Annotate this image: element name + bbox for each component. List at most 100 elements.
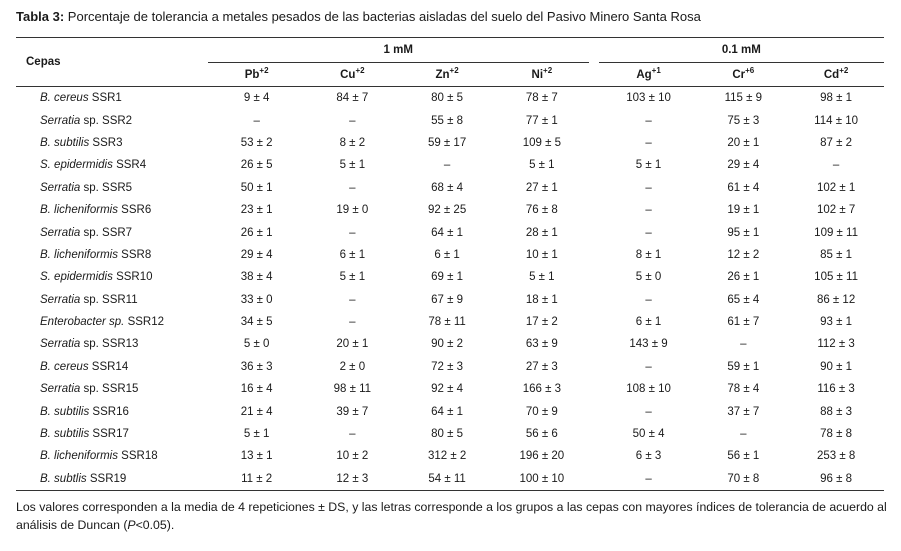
value-cell-cr: 70 ± 8 [698,467,789,492]
value-cell-zn: 90 ± 2 [431,338,464,351]
value-cell-cd: 114 ± 10 [814,114,858,127]
group-gap [589,378,599,400]
strain-genus: Serratia [40,293,81,306]
strain-genus: B. subtlis [40,472,87,485]
value-cell-cu: 2 ± 0 [339,360,366,373]
value-cell-zn: 54 ± 11 [399,467,495,492]
strain-genus: B. licheniformis [40,450,118,463]
strain-genus: B. subtilis [40,136,90,149]
strain-code: sp. SSR11 [83,293,138,306]
metal-symbol: Ni [531,68,544,81]
strain-genus: B. licheniformis [40,248,118,261]
metal-symbol: Cu [340,68,356,81]
strain-genus: Serratia [40,383,81,396]
metal-charge: +2 [839,65,849,75]
value-cell-ag: 103 ± 10 [626,92,671,105]
value-cell-ag: – [645,204,652,217]
strain-code: sp. SSR7 [83,226,133,239]
value-cell-ni: 10 ± 1 [525,248,558,261]
strain-name-cell: B. subtilis SSR17 [16,423,208,445]
strain-genus: S. epidermidis [40,271,113,284]
value-cell-ag: – [645,181,652,194]
table-row: S. epidermidis SSR4 26 ± 5 5 ± 1 – 5 ± 1 5 ± … [16,154,884,176]
value-cell-ni: 5 ± 1 [529,159,555,172]
strain-name-cell: S. epidermidis SSR4 [16,154,208,176]
value-cell-cr: 115 ± 9 [724,92,763,105]
strain-genus: B. subtilis [40,405,90,418]
value-cell-cr: – [740,338,747,351]
strain-code: sp. SSR5 [83,181,133,194]
table-row: B. licheniformis SSR18 13 ± 1 10 ± 2 312 ± … [16,445,884,467]
value-cell-zn: 80 ± 5 [431,92,464,105]
value-cell-ni: 100 ± 10 [494,467,589,492]
strain-code: SSR3 [92,136,123,149]
strain-genus: Serratia [40,338,81,351]
metal-header-ni: Ni+2 [494,62,589,87]
table-footnote: Los valores corresponden a la media de 4… [16,498,896,534]
value-cell-zn: 6 ± 1 [434,248,460,261]
metal-symbol: Cr [732,68,746,81]
metal-charge: +2 [259,65,269,75]
value-cell-cr: 61 ± 4 [727,181,760,194]
strain-code: sp. SSR15 [83,383,139,396]
value-cell-cu: 84 ± 7 [336,92,369,105]
value-cell-cr: – [740,428,747,441]
value-cell-zn: 55 ± 8 [431,114,464,127]
caption-label: Tabla 3: [16,9,65,24]
value-cell-cr: 59 ± 1 [727,360,760,373]
group-gap [588,467,599,492]
strain-name-cell: B. licheniformis SSR6 [16,199,208,221]
strain-code: SSR17 [92,428,129,441]
value-cell-cr: 61 ± 7 [727,316,760,329]
table-row: S. epidermidis SSR10 38 ± 4 5 ± 1 69 ± 1 5 ±… [16,266,884,288]
value-cell-ag: – [598,467,699,492]
value-cell-pb: 9 ± 4 [243,92,270,105]
value-cell-ni: 76 ± 8 [525,204,558,217]
strain-name-cell: Serratia sp. SSR11 [16,289,208,311]
value-cell-cd: 96 ± 8 [788,467,884,492]
value-cell-cu: – [349,226,356,239]
metal-symbol: Pb [244,68,260,81]
metal-charge: +6 [745,65,755,75]
value-cell-zn: 312 ± 2 [427,450,467,463]
value-cell-pb: 34 ± 5 [240,316,273,329]
value-cell-cr: 56 ± 1 [727,450,760,463]
metal-header-pb: Pb+2 [207,62,306,87]
value-cell-cd: 78 ± 8 [820,428,853,441]
value-cell-ag: 6 ± 1 [635,316,662,329]
value-cell-zn: 64 ± 1 [431,226,464,239]
caption-text: Porcentaje de tolerancia a metales pesad… [67,9,701,24]
strain-code: SSR18 [121,450,158,463]
group-header-1mm: 1 mM [207,37,589,63]
value-cell-ni: 109 ± 5 [522,136,561,149]
value-cell-pb: 21 ± 4 [240,405,273,418]
table-row: B. cereus SSR14 36 ± 3 2 ± 0 72 ± 3 27 ± 3 – 5… [16,356,884,378]
value-cell-cr: 65 ± 4 [727,293,760,306]
metal-charge: +2 [355,65,365,75]
value-cell-cd: 102 ± 7 [816,204,856,217]
value-cell-ni: 18 ± 1 [525,293,558,306]
value-cell-cd: 90 ± 1 [820,360,853,373]
value-cell-ag: – [645,293,652,306]
metal-header-zn: Zn+2 [399,62,495,87]
value-cell-ni: 17 ± 2 [525,316,558,329]
table-row: B. licheniformis SSR6 23 ± 1 19 ± 0 92 ± 25… [16,199,884,221]
value-cell-ag: 8 ± 1 [635,248,662,261]
value-cell-pb: 36 ± 3 [240,360,273,373]
value-cell-ag: 5 ± 0 [635,271,662,284]
value-cell-cu: 5 ± 1 [339,159,366,172]
value-cell-cd: 93 ± 1 [820,316,853,329]
value-cell-cd: 85 ± 1 [820,248,853,261]
strain-code: SSR12 [127,316,165,329]
value-cell-cr: 78 ± 4 [727,383,760,396]
table-caption: Tabla 3: Porcentaje de tolerancia a meta… [16,8,701,26]
value-cell-pb: 50 ± 1 [240,181,273,194]
value-cell-cd: 112 ± 3 [817,338,855,351]
footnote-p-symbol: P [127,518,136,532]
strain-code: sp. SSR2 [83,114,133,127]
metal-symbol: Ag [636,68,652,81]
value-cell-ag: – [645,405,652,418]
value-cell-ni: 70 ± 9 [525,405,558,418]
strain-genus: B. licheniformis [40,204,118,217]
value-cell-zn: 67 ± 9 [431,293,464,306]
